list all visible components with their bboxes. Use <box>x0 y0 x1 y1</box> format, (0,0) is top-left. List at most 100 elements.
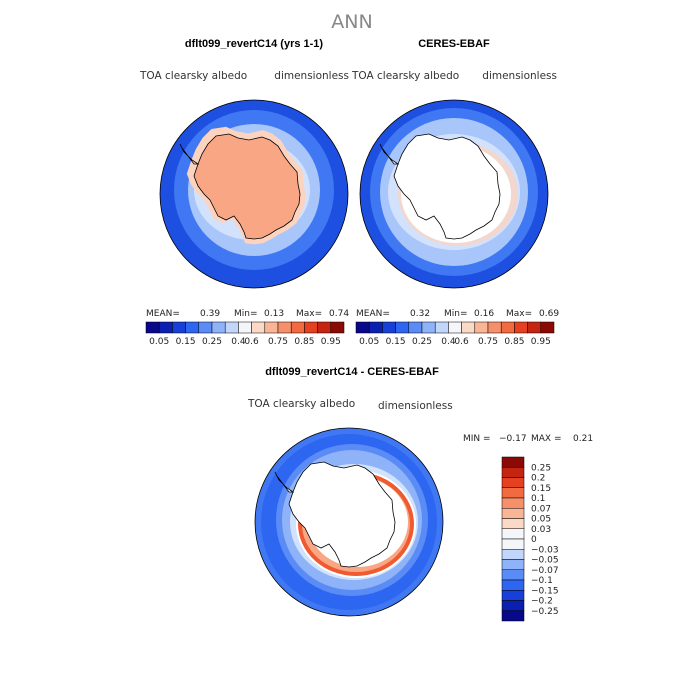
model-mean-label: MEAN= <box>146 309 180 319</box>
model-colorbar-swatch <box>330 321 345 334</box>
obs-colorbar-tick-label: 0.15 <box>386 337 406 347</box>
diff-min-label: MIN = <box>463 434 491 444</box>
model-colorbar-swatch <box>172 321 186 334</box>
diff-colorbar: 0.250.20.150.10.070.050.030−0.03−0.05−0.… <box>501 456 559 622</box>
obs-variable-label: TOA clearsky albedo <box>351 70 459 82</box>
model-colorbar-tick-label: 0.95 <box>321 337 341 347</box>
diff-colorbar-tick-label: 0 <box>531 535 537 545</box>
obs-map <box>360 100 548 288</box>
diff-colorbar-swatch <box>501 549 525 560</box>
obs-colorbar-swatch <box>448 321 462 334</box>
obs-colorbar-swatch <box>421 321 436 334</box>
obs-min-value: 0.16 <box>474 309 494 319</box>
diff-max-label: MAX = <box>531 434 562 444</box>
diff-colorbar-swatch <box>501 569 525 581</box>
diff-colorbar-tick-label: −0.2 <box>531 597 553 607</box>
diff-colorbar-swatch <box>501 497 525 509</box>
model-colorbar-tick-label: 0.25 <box>202 337 222 347</box>
diff-colorbar-tick-label: −0.15 <box>531 586 559 596</box>
obs-colorbar-swatch <box>368 321 383 334</box>
model-colorbar-tick-label: 0.75 <box>268 337 288 347</box>
season-title: ANN <box>331 11 372 33</box>
diff-panel-title: dflt099_revertC14 - CERES-EBAF <box>265 366 439 378</box>
model-min-label: Min= <box>234 309 258 319</box>
obs-colorbar-swatch <box>527 321 542 334</box>
diff-colorbar-tick-label: 0.07 <box>531 504 551 514</box>
diff-variable-label: TOA clearsky albedo <box>247 398 355 410</box>
obs-colorbar-tick-label: 0.75 <box>478 337 498 347</box>
obs-colorbar-tick-label: 0.4 <box>441 337 456 347</box>
obs-colorbar-swatch <box>540 321 555 334</box>
obs-colorbar-tick-label: 0.05 <box>359 337 379 347</box>
obs-max-value: 0.69 <box>539 309 559 319</box>
model-max-value: 0.74 <box>329 309 349 319</box>
obs-mean-label: MEAN= <box>356 309 390 319</box>
model-colorbar-swatch <box>264 321 279 334</box>
diff-colorbar-swatch <box>501 610 525 622</box>
diff-panel: dflt099_revertC14 - CERES-EBAF TOA clear… <box>247 366 593 622</box>
model-colorbar-swatch <box>158 321 173 334</box>
model-colorbar-swatch <box>238 321 252 334</box>
model-map-border <box>159 99 349 289</box>
diff-colorbar-swatch <box>501 559 525 570</box>
model-max-label: Max= <box>296 309 322 319</box>
diff-colorbar-tick-label: 0.1 <box>531 494 545 504</box>
model-colorbar-tick-label: 0.85 <box>294 337 314 347</box>
model-colorbar-swatch <box>277 321 292 334</box>
diff-colorbar-tick-label: 0.15 <box>531 484 551 494</box>
diff-colorbar-tick-label: 0.25 <box>531 463 551 473</box>
diff-colorbar-swatch <box>501 508 525 519</box>
diff-colorbar-tick-label: −0.05 <box>531 556 559 566</box>
obs-colorbar-swatch <box>514 321 528 334</box>
model-colorbar-swatch <box>224 321 239 334</box>
model-panel-title: dflt099_revertC14 (yrs 1-1) <box>185 38 324 50</box>
obs-max-label: Max= <box>506 309 532 319</box>
diff-colorbar-tick-label: −0.03 <box>531 545 559 555</box>
model-colorbar-tick-label: 0.6 <box>244 337 259 347</box>
obs-units-label: dimensionless <box>482 70 557 82</box>
model-colorbar-swatch <box>198 321 213 334</box>
diff-colorbar-swatch <box>501 600 525 611</box>
obs-stats: MEAN= 0.32 Min= 0.16 Max= 0.69 <box>356 309 559 319</box>
obs-colorbar-tick-label: 0.85 <box>504 337 524 347</box>
model-colorbar-tick-label: 0.15 <box>176 337 196 347</box>
model-variable-label: TOA clearsky albedo <box>139 70 247 82</box>
diff-map <box>255 428 443 616</box>
diff-colorbar-tick-label: 0.2 <box>531 474 545 484</box>
model-units-label: dimensionless <box>274 70 349 82</box>
obs-colorbar-tick-label: 0.6 <box>454 337 469 347</box>
diff-colorbar-swatch <box>501 456 525 468</box>
diff-colorbar-swatch <box>501 538 525 550</box>
model-stats: MEAN= 0.39 Min= 0.13 Max= 0.74 <box>146 309 349 319</box>
model-colorbar-swatch <box>304 321 318 334</box>
diff-colorbar-swatch <box>501 467 525 478</box>
obs-map-border <box>359 99 549 289</box>
diff-colorbar-tick-label: −0.1 <box>531 576 553 586</box>
model-colorbar-swatch <box>290 321 305 334</box>
diff-colorbar-swatch <box>501 487 525 499</box>
model-colorbar-swatch <box>317 321 332 334</box>
model-colorbar-tick-label: 0.4 <box>231 337 246 347</box>
diff-colorbar-swatch <box>501 477 525 488</box>
model-colorbar-swatch <box>145 321 160 334</box>
obs-min-label: Min= <box>444 309 468 319</box>
diff-units-label: dimensionless <box>378 400 453 412</box>
model-colorbar-tick-label: 0.05 <box>149 337 169 347</box>
diff-colorbar-swatch <box>501 528 525 540</box>
obs-panel: CERES-EBAF TOA clearsky albedo dimension… <box>351 38 559 347</box>
obs-colorbar-tick-label: 0.95 <box>531 337 551 347</box>
obs-colorbar-swatch <box>461 321 476 334</box>
model-panel: dflt099_revertC14 (yrs 1-1) TOA clearsky… <box>139 38 349 347</box>
obs-panel-title: CERES-EBAF <box>418 38 490 50</box>
obs-colorbar-swatch <box>395 321 410 334</box>
model-min-value: 0.13 <box>264 309 284 319</box>
diff-colorbar-swatch <box>501 590 525 601</box>
model-mean-value: 0.39 <box>200 309 220 319</box>
obs-colorbar-swatch <box>408 321 423 334</box>
diff-colorbar-tick-label: −0.07 <box>531 566 559 576</box>
model-colorbar: 0.05 0.15 0.25 0.40.6 0.75 0.85 0.95 <box>145 321 345 347</box>
obs-mean-value: 0.32 <box>410 309 430 319</box>
obs-colorbar-swatch <box>500 321 515 334</box>
model-colorbar-swatch <box>211 321 226 334</box>
